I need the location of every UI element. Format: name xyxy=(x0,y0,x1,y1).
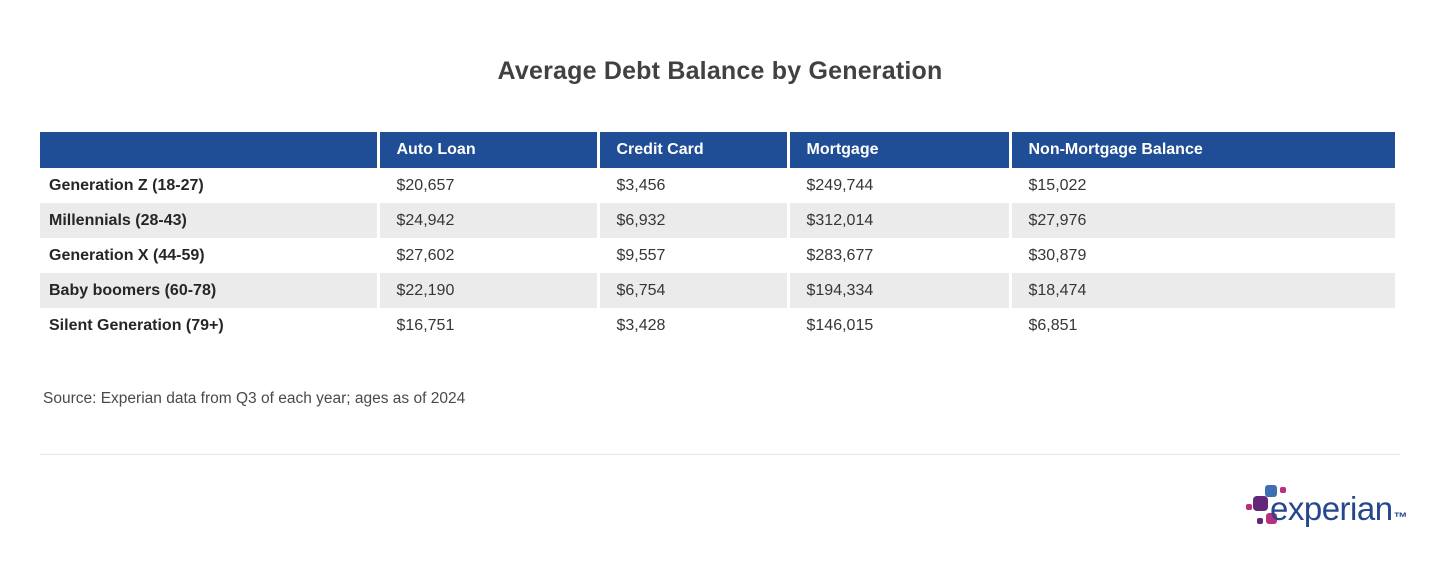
cell-auto-loan: $20,657 xyxy=(376,168,598,203)
table-row: Silent Generation (79+) $16,751 $3,428 $… xyxy=(40,308,1395,343)
logo-dot-magenta-icon xyxy=(1266,513,1277,524)
cell-non-mortgage: $30,879 xyxy=(1008,238,1395,273)
cell-auto-loan: $22,190 xyxy=(376,273,598,308)
cell-auto-loan: $16,751 xyxy=(376,308,598,343)
logo-dot-blue-icon xyxy=(1265,485,1277,497)
cell-non-mortgage: $6,851 xyxy=(1008,308,1395,343)
row-label: Generation Z (18-27) xyxy=(49,176,204,194)
cell-non-mortgage: $15,022 xyxy=(1008,168,1395,203)
header-cell-credit-card: Credit Card xyxy=(596,132,788,168)
table-header-row: Auto Loan Credit Card Mortgage Non-Mortg… xyxy=(40,132,1395,168)
cell-mortgage: $146,015 xyxy=(786,308,1010,343)
cell-mortgage: $283,677 xyxy=(786,238,1010,273)
row-label: Generation X (44-59) xyxy=(49,246,205,264)
header-cell-auto-loan: Auto Loan xyxy=(376,132,598,168)
header-cell-non-mortgage: Non-Mortgage Balance xyxy=(1008,132,1395,168)
cell-credit-card: $9,557 xyxy=(596,238,788,273)
experian-logo: experian™ xyxy=(1244,480,1408,542)
source-note: Source: Experian data from Q3 of each ye… xyxy=(43,390,466,407)
cell-credit-card: $6,932 xyxy=(596,203,788,238)
logo-dot-purple-icon xyxy=(1253,496,1268,511)
header-cell-mortgage: Mortgage xyxy=(786,132,1010,168)
logo-dot-magenta-icon xyxy=(1246,504,1252,510)
row-label: Silent Generation (79+) xyxy=(49,316,224,334)
trademark-mark: ™ xyxy=(1393,509,1408,525)
table-row: Generation X (44-59) $27,602 $9,557 $283… xyxy=(40,238,1395,273)
cell-auto-loan: $24,942 xyxy=(376,203,598,238)
row-label: Millennials (28-43) xyxy=(49,211,187,229)
table-row: Baby boomers (60-78) $22,190 $6,754 $194… xyxy=(40,273,1395,308)
cell-non-mortgage: $18,474 xyxy=(1008,273,1395,308)
debt-table-container: Auto Loan Credit Card Mortgage Non-Mortg… xyxy=(40,132,1395,343)
cell-auto-loan: $27,602 xyxy=(376,238,598,273)
cell-mortgage: $312,014 xyxy=(786,203,1010,238)
debt-table: Auto Loan Credit Card Mortgage Non-Mortg… xyxy=(40,132,1395,343)
cell-mortgage: $249,744 xyxy=(786,168,1010,203)
cell-mortgage: $194,334 xyxy=(786,273,1010,308)
cell-credit-card: $3,428 xyxy=(596,308,788,343)
table-row: Generation Z (18-27) $20,657 $3,456 $249… xyxy=(40,168,1395,203)
experian-wordmark: experian™ xyxy=(1270,490,1408,527)
cell-credit-card: $3,456 xyxy=(596,168,788,203)
logo-dot-purple-icon xyxy=(1257,518,1263,524)
row-label: Baby boomers (60-78) xyxy=(49,281,217,299)
footer-divider xyxy=(40,454,1400,455)
header-cell-empty xyxy=(40,132,378,168)
cell-credit-card: $6,754 xyxy=(596,273,788,308)
logo-dot-magenta-icon xyxy=(1280,487,1286,493)
page-title: Average Debt Balance by Generation xyxy=(497,57,943,85)
table-row: Millennials (28-43) $24,942 $6,932 $312,… xyxy=(40,203,1395,238)
cell-non-mortgage: $27,976 xyxy=(1008,203,1395,238)
